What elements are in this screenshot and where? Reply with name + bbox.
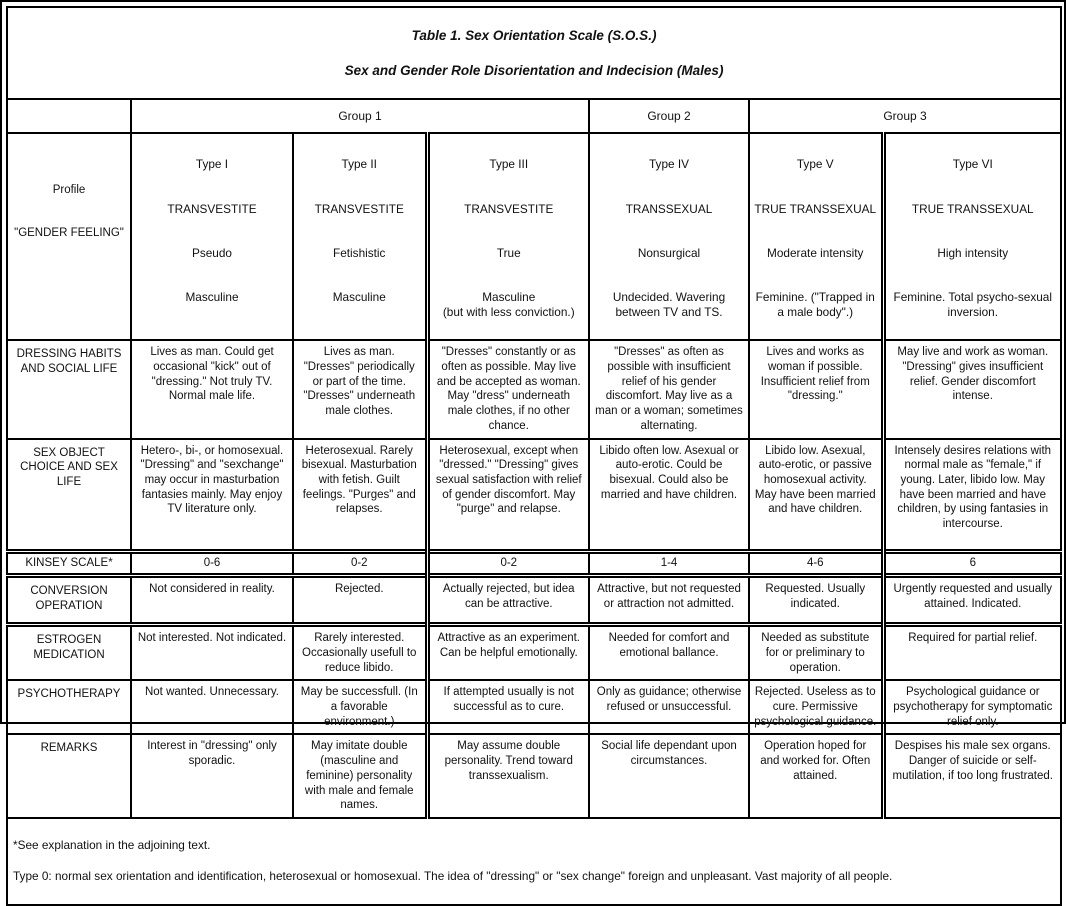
type-subtype: Nonsurgical — [637, 245, 701, 260]
cell-estrogen-type-i: Not interested. Not indicated. — [130, 622, 294, 682]
cell-remarks-type-v: Operation hoped for and worked for. Ofte… — [748, 733, 884, 819]
cell-remarks-type-i: Interest in "dressing" only sporadic. — [130, 733, 294, 819]
cell-psychotherapy-type-iii: If attempted usually is not successful a… — [424, 679, 590, 736]
footnote-asterisk: *See explanation in the adjoining text. — [13, 838, 211, 853]
profile-label-line1: Profile — [52, 184, 86, 197]
type-header-ii: Type II TRANSVESTITE Fetishistic Masculi… — [292, 132, 428, 342]
cell-estrogen-type-iii: Attractive as an experiment. Can be help… — [424, 622, 590, 682]
cell-conversion-type-iv: Attractive, but not requested or attract… — [588, 573, 750, 626]
type-subtype: Pseudo — [191, 245, 232, 260]
type-name: TRANSVESTITE — [464, 201, 554, 216]
cell-psychotherapy-type-i: Not wanted. Unnecessary. — [130, 679, 294, 736]
type-feeling: Feminine. ("Trapped in a male body".) — [755, 289, 875, 320]
type-subtype: Moderate intensity — [767, 245, 864, 260]
cell-conversion-type-v: Requested. Usually indicated. — [748, 573, 884, 626]
type-label: Type VI — [952, 157, 993, 172]
row-label-psychotherapy: PSYCHOTHERAPY — [6, 679, 132, 736]
group-1-header: Group 1 — [130, 98, 590, 135]
type-header-iv: Type IV TRANSSEXUAL Nonsurgical Undecide… — [588, 132, 750, 342]
table-title: Table 1. Sex Orientation Scale (S.O.S.) … — [5, 5, 1063, 101]
cell-estrogen-type-v: Needed as substitute for or preliminary … — [748, 622, 884, 682]
corner-cell — [6, 98, 132, 135]
cell-estrogen-type-ii: Rarely interested. Occasionally usefull … — [292, 622, 428, 682]
cell-kinsey-type-i: 0-6 — [130, 549, 294, 577]
row-label-profile: Profile "GENDER FEELING" — [6, 132, 132, 342]
sex-orientation-scale-table: Table 1. Sex Orientation Scale (S.O.S.) … — [5, 5, 1063, 906]
cell-remarks-type-iii: May assume double personality. Trend tow… — [424, 733, 590, 819]
footnote-type-0: Type 0: normal sex orientation and ident… — [13, 869, 893, 884]
cell-sexobject-type-vi: Intensely desires relations with normal … — [880, 437, 1063, 553]
type-header-vi: Type VI TRUE TRANSSEXUAL High intensity … — [880, 132, 1063, 342]
type-label: Type V — [796, 157, 834, 172]
row-label-estrogen-medication: ESTROGEN MEDICATION — [6, 622, 132, 682]
cell-sexobject-type-iv: Libido often low. Asexual or auto-erotic… — [588, 437, 750, 553]
cell-sexobject-type-v: Libido low. Asexual, auto-erotic, or pas… — [748, 437, 884, 553]
type-feeling: Masculine — [185, 289, 239, 304]
type-name: TRANSVESTITE — [314, 201, 404, 216]
type-name: TRUE TRANSSEXUAL — [754, 201, 877, 216]
row-label-sex-object: SEX OBJECT CHOICE AND SEX LIFE — [6, 437, 132, 553]
cell-kinsey-type-v: 4-6 — [748, 549, 884, 577]
cell-remarks-type-ii: May imitate double (masculine and femini… — [292, 733, 428, 819]
cell-estrogen-type-iv: Needed for comfort and emotional ballanc… — [588, 622, 750, 682]
type-name: TRUE TRANSSEXUAL — [911, 201, 1034, 216]
cell-sexobject-type-i: Hetero-, bi-, or homosexual. "Dressing" … — [130, 437, 294, 553]
profile-label-line2: "GENDER FEELING" — [14, 227, 124, 240]
type-feeling: Undecided. Wavering between TV and TS. — [612, 289, 726, 320]
cell-sexobject-type-iii: Heterosexual, except when "dressed." "Dr… — [424, 437, 590, 553]
type-feeling: Feminine. Total psycho-sexual inversion. — [893, 289, 1052, 320]
group-2-header: Group 2 — [588, 98, 750, 135]
group-3-header: Group 3 — [747, 98, 1063, 135]
type-header-v: Type V TRUE TRANSSEXUAL Moderate intensi… — [748, 132, 884, 342]
cell-kinsey-type-vi: 6 — [880, 549, 1063, 577]
row-label-conversion-operation: CONVERSION OPERATION — [6, 573, 132, 626]
cell-remarks-type-vi: Despises his male sex organs. Danger of … — [880, 733, 1063, 819]
type-feeling: Masculine — [332, 289, 386, 304]
type-label: Type II — [341, 157, 377, 172]
type-feeling: Masculine (but with less conviction.) — [442, 289, 575, 320]
cell-conversion-type-iii: Actually rejected, but idea can be attra… — [424, 573, 590, 626]
cell-sexobject-type-ii: Heterosexual. Rarely bisexual. Masturbat… — [292, 437, 428, 553]
cell-conversion-type-vi: Urgently requested and usually attained.… — [880, 573, 1063, 626]
type-subtype: Fetishistic — [333, 245, 386, 260]
footnotes: *See explanation in the adjoining text. … — [5, 816, 1063, 906]
type-header-iii: Type III TRANSVESTITE True Masculine (bu… — [424, 132, 590, 342]
cell-estrogen-type-vi: Required for partial relief. — [880, 622, 1063, 682]
type-subtype: True — [496, 245, 521, 260]
table-title-line2: Sex and Gender Role Disorientation and I… — [344, 62, 724, 78]
cell-psychotherapy-type-v: Rejected. Useless as to cure. Permissive… — [748, 679, 884, 736]
row-label-kinsey-scale: KINSEY SCALE* — [6, 549, 132, 577]
type-header-i: Type I TRANSVESTITE Pseudo Masculine — [130, 132, 294, 342]
row-label-dressing-habits: DRESSING HABITS AND SOCIAL LIFE — [6, 339, 132, 440]
cell-kinsey-type-ii: 0-2 — [292, 549, 428, 577]
type-subtype: High intensity — [937, 245, 1009, 260]
cell-dressing-type-i: Lives as man. Could get occasional "kick… — [130, 339, 294, 440]
type-label: Type IV — [649, 157, 689, 172]
cell-psychotherapy-type-ii: May be successfull. (In a favorable envi… — [292, 679, 428, 736]
cell-psychotherapy-type-iv: Only as guidance; otherwise refused or u… — [588, 679, 750, 736]
cell-dressing-type-iii: "Dresses" constantly or as often as poss… — [424, 339, 590, 440]
cell-dressing-type-v: Lives and works as woman if possible. In… — [748, 339, 884, 440]
table-title-line1: Table 1. Sex Orientation Scale (S.O.S.) — [411, 28, 657, 44]
cell-psychotherapy-type-vi: Psychological guidance or psychotherapy … — [880, 679, 1063, 736]
cell-kinsey-type-iv: 1-4 — [588, 549, 750, 577]
row-label-remarks: REMARKS — [6, 733, 132, 819]
type-name: TRANSVESTITE — [167, 201, 257, 216]
cell-dressing-type-ii: Lives as man. "Dresses" periodically or … — [292, 339, 428, 440]
type-label: Type I — [195, 157, 229, 172]
cell-conversion-type-ii: Rejected. — [292, 573, 428, 626]
type-label: Type III — [489, 157, 529, 172]
cell-conversion-type-i: Not considered in reality. — [130, 573, 294, 626]
cell-dressing-type-vi: May live and work as woman. "Dressing" g… — [880, 339, 1063, 440]
cell-kinsey-type-iii: 0-2 — [424, 549, 590, 577]
cell-remarks-type-iv: Social life dependant upon circumstances… — [588, 733, 750, 819]
cell-dressing-type-iv: "Dresses" as often as possible with insu… — [588, 339, 750, 440]
type-name: TRANSSEXUAL — [625, 201, 713, 216]
